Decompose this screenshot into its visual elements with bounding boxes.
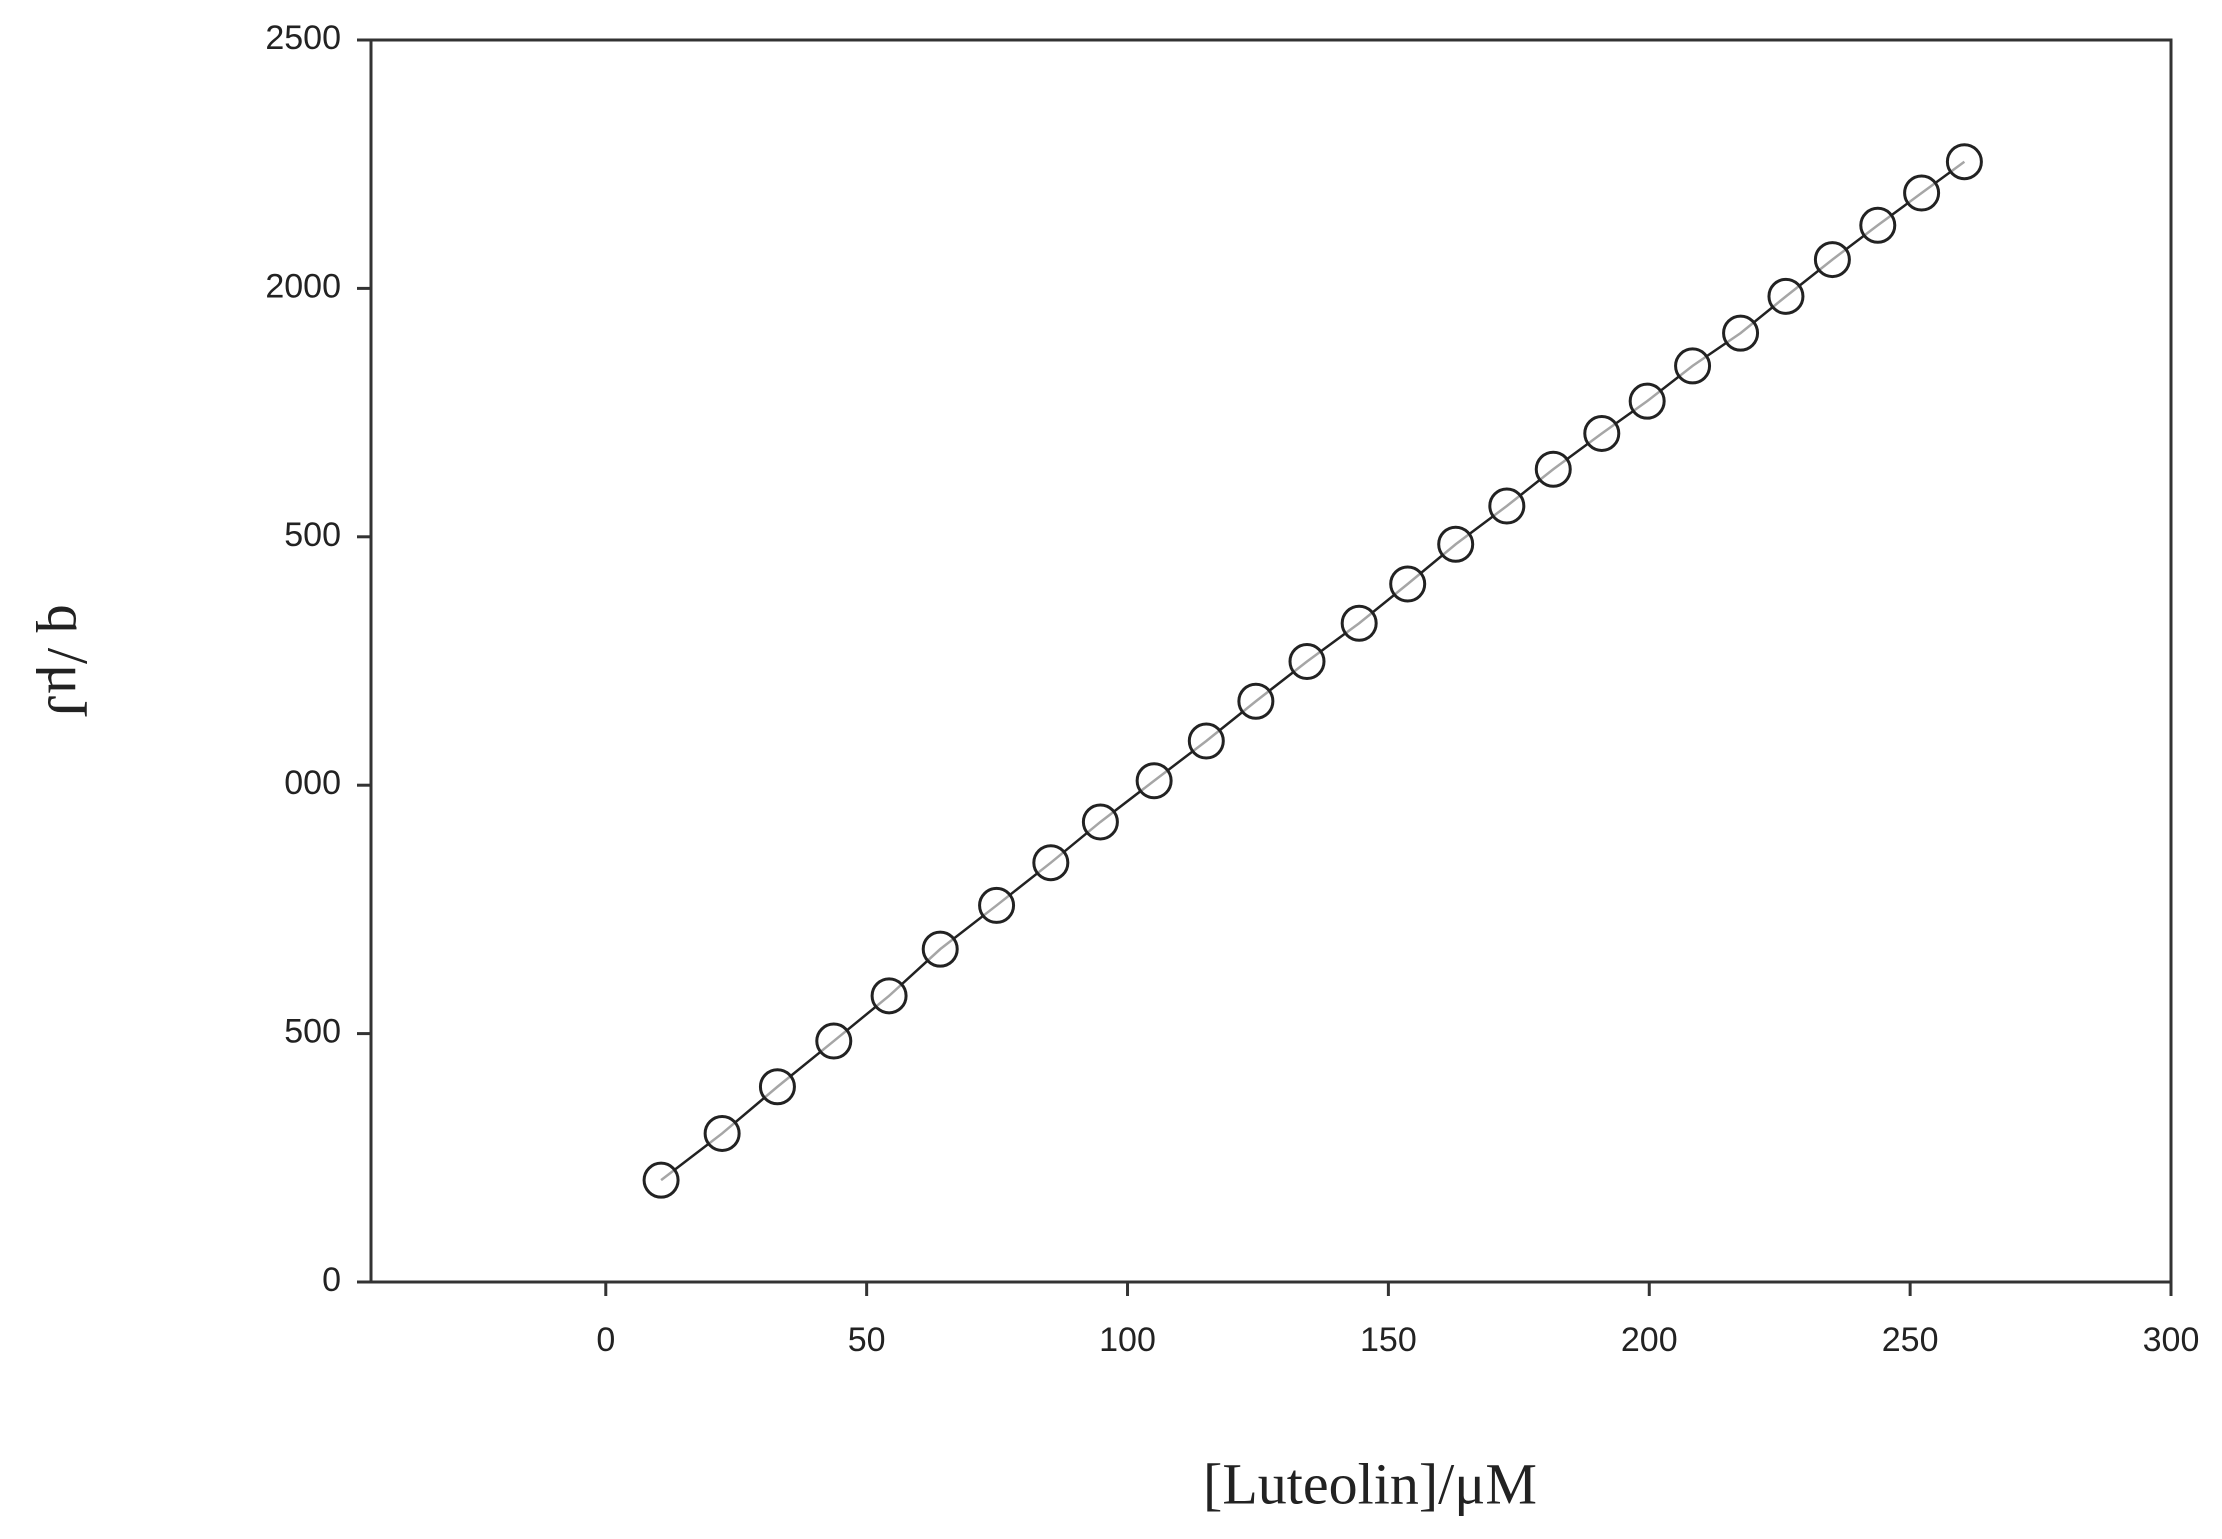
data-point xyxy=(1032,844,1070,882)
x-tick-label: 200 xyxy=(1621,1321,1678,1359)
data-point xyxy=(1081,803,1119,841)
data-point xyxy=(703,1114,741,1152)
x-tick-label: 300 xyxy=(2143,1321,2200,1359)
y-tick-label: 500 xyxy=(284,516,341,554)
y-axis-label: q /μJ xyxy=(36,604,101,717)
plot-frame xyxy=(369,38,2173,1284)
data-point xyxy=(1903,174,1941,212)
data-point xyxy=(1813,241,1851,279)
y-tick-label: 000 xyxy=(284,764,341,802)
data-point xyxy=(1437,525,1475,563)
y-tick-label: 500 xyxy=(284,1013,341,1051)
data-point xyxy=(1288,642,1326,680)
data-point xyxy=(1488,487,1526,525)
data-point xyxy=(1135,762,1173,800)
data-point xyxy=(1628,382,1666,420)
x-tick-label: 100 xyxy=(1099,1321,1156,1359)
data-point xyxy=(1340,604,1378,642)
data-point xyxy=(1187,722,1225,760)
x-tick-label: 0 xyxy=(596,1321,615,1359)
data-point xyxy=(921,930,959,968)
x-axis-label: [Luteolin]/μM xyxy=(1203,1451,1537,1516)
x-tick-label: 250 xyxy=(1882,1321,1939,1359)
data-point xyxy=(1534,450,1572,488)
x-tick-label: 50 xyxy=(848,1321,886,1359)
x-tick-label: 150 xyxy=(1360,1321,1417,1359)
data-point xyxy=(870,977,908,1015)
data-point xyxy=(1237,682,1275,720)
data-point xyxy=(1945,143,1983,181)
data-point xyxy=(815,1022,853,1060)
data-point xyxy=(1389,565,1427,603)
y-tick-label: 0 xyxy=(322,1261,341,1299)
data-point xyxy=(1859,206,1897,244)
data-point xyxy=(758,1068,796,1106)
data-point xyxy=(978,886,1016,924)
y-tick-label: 2000 xyxy=(265,267,341,305)
data-point xyxy=(1767,277,1805,315)
y-tick-label: 2500 xyxy=(265,19,341,57)
data-point xyxy=(1722,314,1760,352)
data-point xyxy=(1674,347,1712,385)
data-point xyxy=(1583,414,1621,452)
data-point xyxy=(642,1161,680,1199)
